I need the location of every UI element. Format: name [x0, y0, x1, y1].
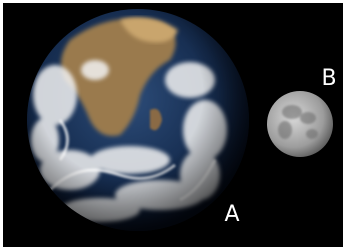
page: {"labels": {"earth": "A", "moon": "B"}} [0, 0, 346, 250]
scene: A B [0, 0, 346, 250]
moon [267, 91, 333, 157]
moon-label: B [321, 66, 336, 91]
earth [27, 9, 249, 231]
earth-label: A [224, 202, 239, 227]
